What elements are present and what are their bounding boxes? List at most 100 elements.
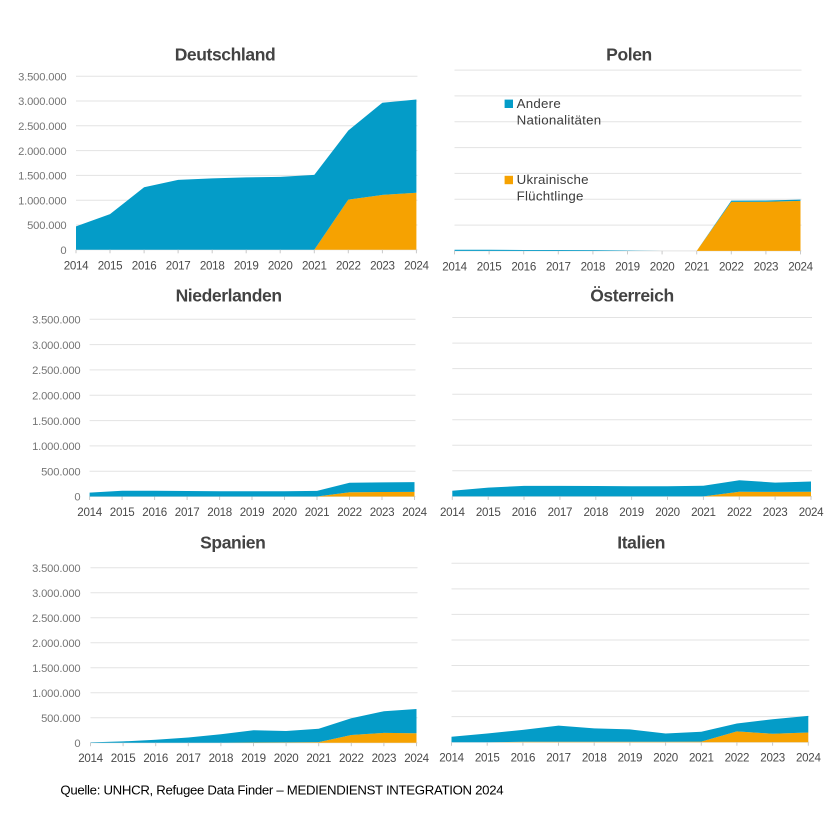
svg-text:2016: 2016 [511,260,536,273]
svg-text:2.500.000: 2.500.000 [32,613,80,625]
svg-text:2020: 2020 [655,506,680,519]
svg-text:2023: 2023 [754,260,779,273]
svg-text:2024: 2024 [799,506,824,519]
svg-text:2015: 2015 [475,752,500,765]
svg-text:Niederlanden: Niederlanden [176,286,282,306]
svg-text:2016: 2016 [132,259,157,272]
svg-text:Andere: Andere [517,96,561,111]
svg-text:2015: 2015 [476,506,501,519]
svg-text:2018: 2018 [582,752,607,765]
svg-text:2017: 2017 [175,506,200,519]
svg-text:2020: 2020 [274,752,299,765]
svg-text:2018: 2018 [584,506,609,519]
svg-text:2014: 2014 [77,506,102,519]
svg-text:2023: 2023 [372,752,397,765]
svg-text:2024: 2024 [404,752,429,765]
svg-text:2022: 2022 [727,506,752,519]
svg-text:500.000: 500.000 [41,713,80,725]
svg-text:2.000.000: 2.000.000 [32,638,80,650]
svg-text:2019: 2019 [234,259,259,272]
svg-text:1.000.000: 1.000.000 [18,195,66,207]
svg-text:2.500.000: 2.500.000 [32,365,80,377]
svg-text:2018: 2018 [209,752,234,765]
svg-text:Österreich: Österreich [590,286,674,306]
svg-text:2020: 2020 [268,259,293,272]
svg-text:2019: 2019 [618,752,643,765]
svg-text:Spanien: Spanien [200,533,265,553]
svg-text:1.500.000: 1.500.000 [32,663,80,675]
svg-text:2024: 2024 [404,259,429,272]
svg-text:2022: 2022 [339,752,364,765]
svg-text:2014: 2014 [440,506,465,519]
svg-text:2023: 2023 [763,506,788,519]
svg-text:Italien: Italien [617,533,665,553]
svg-text:2021: 2021 [302,259,327,272]
svg-text:1.000.000: 1.000.000 [32,441,80,453]
svg-text:2016: 2016 [512,506,537,519]
svg-text:2022: 2022 [725,752,750,765]
svg-text:2014: 2014 [442,260,467,273]
svg-text:500.000: 500.000 [27,220,66,232]
svg-text:2014: 2014 [78,752,103,765]
svg-text:2023: 2023 [370,259,395,272]
svg-text:2019: 2019 [241,752,266,765]
svg-text:2023: 2023 [370,506,395,519]
svg-text:2021: 2021 [305,506,330,519]
svg-text:3.500.000: 3.500.000 [18,71,66,83]
svg-text:2022: 2022 [337,506,362,519]
svg-text:2014: 2014 [64,259,89,272]
svg-text:Quelle: UNHCR, Refugee Data Fi: Quelle: UNHCR, Refugee Data Finder – MED… [60,783,503,798]
svg-text:2017: 2017 [546,260,571,273]
svg-text:2019: 2019 [615,260,640,273]
svg-text:Polen: Polen [606,44,652,64]
svg-text:Deutschland: Deutschland [175,44,276,64]
svg-text:2015: 2015 [98,259,123,272]
svg-text:2017: 2017 [166,259,191,272]
svg-text:2016: 2016 [511,752,536,765]
svg-text:2024: 2024 [402,506,427,519]
svg-text:2017: 2017 [176,752,201,765]
svg-text:2015: 2015 [477,260,502,273]
svg-text:2016: 2016 [143,752,168,765]
svg-text:2018: 2018 [207,506,232,519]
svg-text:500.000: 500.000 [41,466,80,478]
svg-text:2024: 2024 [788,260,813,273]
svg-text:2.000.000: 2.000.000 [18,146,66,158]
svg-text:2020: 2020 [653,752,678,765]
svg-text:3.000.000: 3.000.000 [32,588,80,600]
svg-text:0: 0 [74,738,80,750]
svg-text:2014: 2014 [439,752,464,765]
svg-text:2017: 2017 [546,752,571,765]
svg-text:2.000.000: 2.000.000 [32,390,80,402]
svg-text:2021: 2021 [691,506,716,519]
svg-text:2018: 2018 [200,259,225,272]
svg-text:2018: 2018 [581,260,606,273]
svg-text:2015: 2015 [110,506,135,519]
svg-text:2019: 2019 [240,506,265,519]
svg-text:2023: 2023 [760,752,785,765]
svg-text:2022: 2022 [336,259,361,272]
svg-text:Ukrainische: Ukrainische [517,172,589,187]
svg-text:1.500.000: 1.500.000 [18,171,66,183]
svg-text:2020: 2020 [272,506,297,519]
svg-text:2020: 2020 [650,260,675,273]
svg-text:3.500.000: 3.500.000 [32,563,80,575]
svg-text:Flüchtlinge: Flüchtlinge [517,189,584,204]
svg-text:2015: 2015 [111,752,136,765]
svg-text:2016: 2016 [142,506,167,519]
svg-text:1.000.000: 1.000.000 [32,688,80,700]
svg-text:0: 0 [60,245,66,257]
svg-text:2022: 2022 [719,260,744,273]
svg-text:0: 0 [74,492,80,504]
svg-text:2024: 2024 [796,752,821,765]
svg-text:2019: 2019 [619,506,644,519]
svg-text:2021: 2021 [689,752,714,765]
svg-text:Nationalitäten: Nationalitäten [517,113,602,128]
svg-text:2.500.000: 2.500.000 [18,121,66,133]
svg-text:3.000.000: 3.000.000 [18,96,66,108]
svg-text:1.500.000: 1.500.000 [32,416,80,428]
svg-text:2021: 2021 [684,260,709,273]
svg-text:3.500.000: 3.500.000 [32,315,80,327]
svg-text:2017: 2017 [548,506,573,519]
svg-text:3.000.000: 3.000.000 [32,340,80,352]
